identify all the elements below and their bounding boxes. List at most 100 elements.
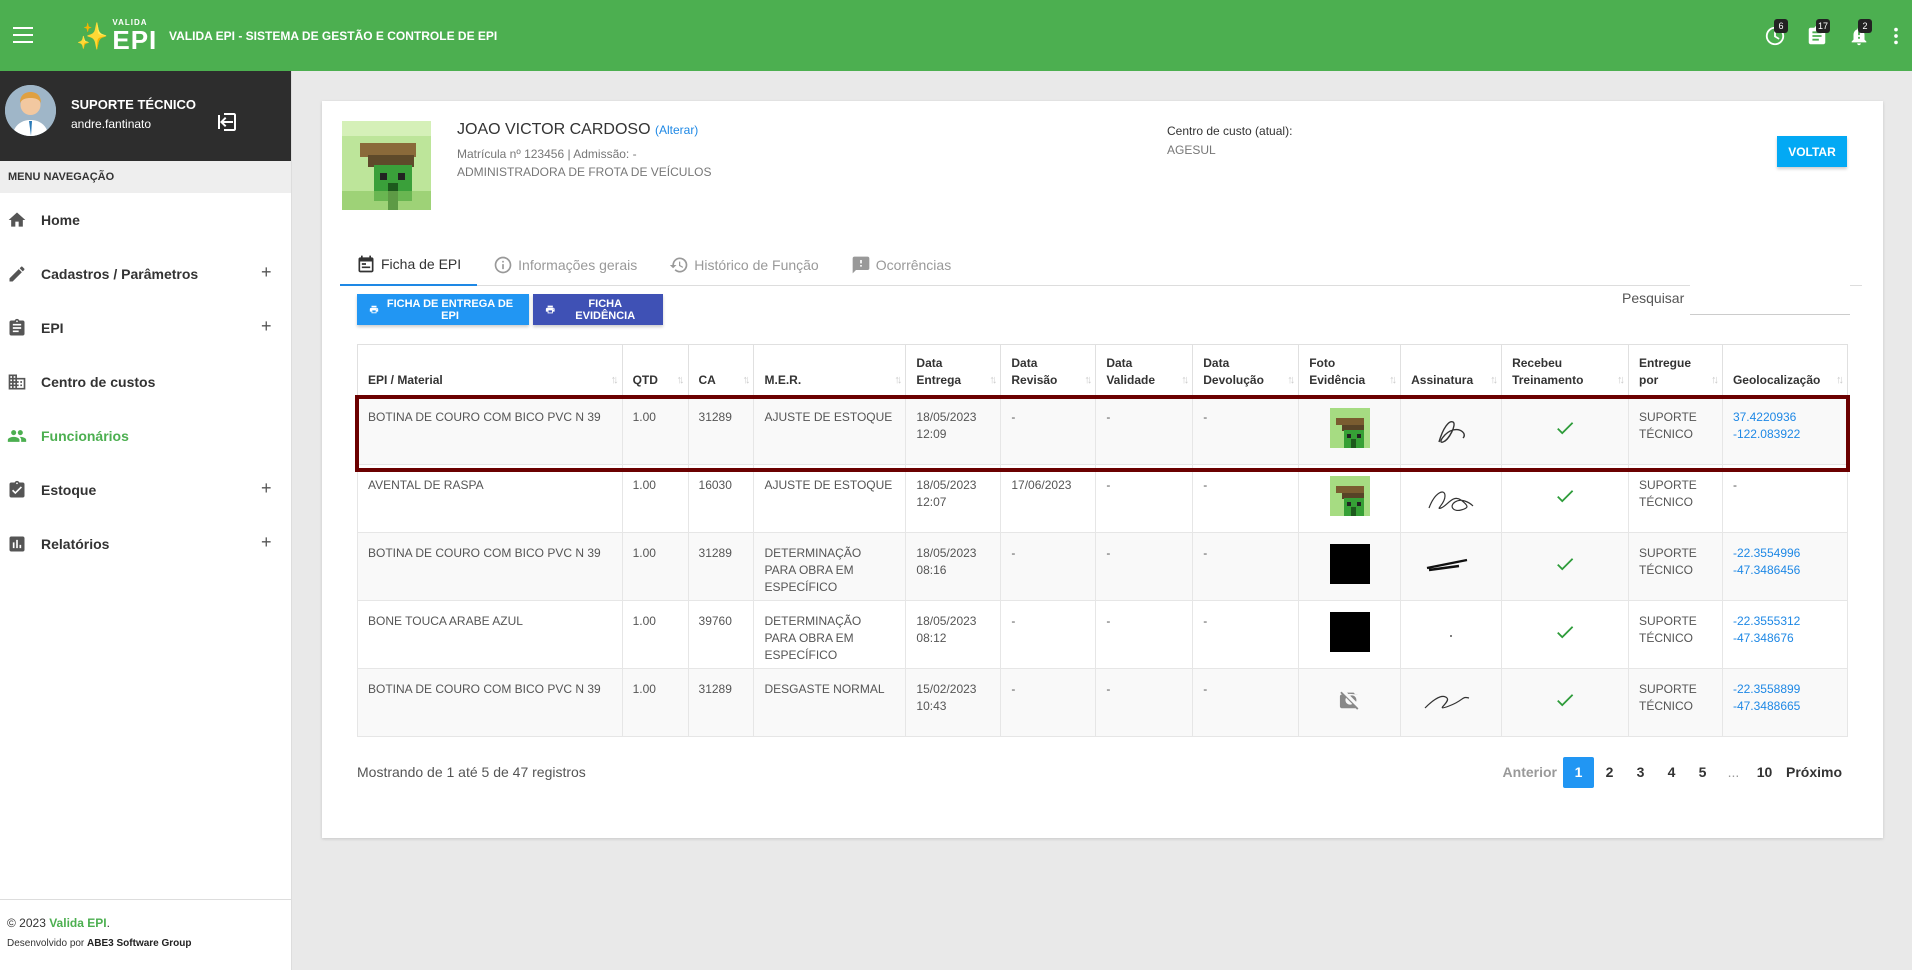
table-row[interactable]: BOTINA DE COURO COM BICO PVC N 39 1.00 312… (357, 532, 1849, 601)
sidebar-item-estoque[interactable]: Estoque + (0, 463, 291, 517)
employee-photo (342, 121, 431, 210)
column-header[interactable]: Recebeu Treinamento ↑↓ (1501, 344, 1629, 397)
cell-validity-date-text: - (1106, 682, 1111, 696)
column-header[interactable]: Data Validade ↑↓ (1095, 344, 1194, 397)
sidebar-item-home[interactable]: Home (0, 193, 291, 247)
print-icon (545, 305, 555, 314)
sort-arrows-icon: ↑↓ (1490, 374, 1498, 386)
check-icon (1554, 626, 1576, 646)
pagination-page[interactable]: 5 (1698, 764, 1707, 780)
column-header-label: Recebeu Treinamento (1512, 356, 1584, 387)
more-options-button[interactable] (1880, 15, 1912, 57)
sidebar-item-cadastros-par-metros[interactable]: Cadastros / Parâmetros + (0, 247, 291, 301)
sort-arrows-icon: ↑↓ (742, 374, 750, 386)
pagination-previous[interactable]: Anterior (1502, 764, 1557, 780)
app-logo[interactable]: ✨ VALIDA EPI (76, 18, 157, 54)
cell-mer: DETERMINAÇÃO PARA OBRA EM ESPECÍFICO (753, 532, 907, 601)
tab-1[interactable]: Informações gerais (477, 244, 653, 286)
sidebar-item-centro-de-custos[interactable]: Centro de custos (0, 355, 291, 409)
cell-qtd: 1.00 (621, 396, 689, 465)
menu-toggle-icon[interactable] (13, 27, 33, 43)
column-header[interactable]: Data Revisão ↑↓ (1000, 344, 1097, 397)
column-header[interactable]: Geolocalização ↑↓ (1721, 344, 1849, 397)
pagination-page[interactable]: 3 (1636, 764, 1645, 780)
table-row[interactable]: BONE TOUCA ARABE AZUL 1.00 39760 DETERMINAÇ… (357, 600, 1849, 669)
tasks-button[interactable]: 17 (1796, 15, 1838, 57)
column-header-label: Entregue por (1639, 356, 1692, 387)
pagination-page[interactable]: 2 (1605, 764, 1614, 780)
logout-icon[interactable] (214, 110, 240, 134)
table-row[interactable]: BOTINA DE COURO COM BICO PVC N 39 1.00 312… (357, 396, 1849, 465)
change-employee-link[interactable]: (Alterar) (654, 123, 699, 137)
latitude-text: -22.3555312 (1732, 614, 1801, 628)
tab-2[interactable]: Histórico de Função (653, 244, 835, 286)
column-header[interactable]: EPI / Material ↑↓ (357, 344, 623, 397)
evidence-sheet-button[interactable]: FICHA EVIDÊNCIA (533, 294, 663, 325)
cell-signature (1400, 464, 1503, 533)
signature-image[interactable] (1419, 491, 1483, 521)
signature-image[interactable] (1419, 695, 1483, 725)
footer-brand-link[interactable]: Valida EPI (49, 916, 107, 930)
column-header[interactable]: Data Entrega ↑↓ (905, 344, 1002, 397)
geolocation-link[interactable]: -22.3554996 -47.3486456 (1733, 545, 1837, 579)
expand-plus-icon[interactable]: + (261, 262, 272, 282)
expand-plus-icon[interactable]: + (261, 478, 272, 498)
pagination-page[interactable]: 10 (1756, 764, 1773, 780)
column-header[interactable]: Assinatura ↑↓ (1400, 344, 1503, 397)
signature-image[interactable] (1419, 421, 1483, 453)
geolocation-link[interactable]: -22.3558899 -47.3488665 (1733, 681, 1837, 715)
sidebar-item-relat-rios[interactable]: Relatórios + (0, 517, 291, 571)
cell-mer-text: AJUSTE DE ESTOQUE (764, 410, 893, 424)
column-header[interactable]: Entregue por ↑↓ (1628, 344, 1723, 397)
signature-image[interactable] (1419, 635, 1483, 657)
cell-return-date-text: - (1203, 410, 1208, 424)
sidebar-item-epi[interactable]: EPI + (0, 301, 291, 355)
evidence-photo[interactable] (1329, 544, 1370, 584)
cell-material-text: AVENTAL DE RASPA (368, 478, 484, 492)
pagination-page[interactable]: 4 (1667, 764, 1676, 780)
building-icon-wrap (7, 372, 27, 392)
geolocation-link[interactable]: 37.4220936 -122.083922 (1733, 409, 1837, 443)
expand-plus-icon[interactable]: + (261, 532, 272, 552)
employee-photo-image (342, 121, 431, 210)
table-header-row: EPI / Material ↑↓ QTD ↑↓ CA ↑↓ M.E.R. ↑↓ Data En… (357, 344, 1849, 397)
sidebar-item-funcion-rios[interactable]: Funcionários (0, 409, 291, 463)
column-header[interactable]: Foto Evidência ↑↓ (1298, 344, 1402, 397)
tab-label: Ficha de EPI (381, 256, 462, 272)
expand-plus-icon[interactable]: + (261, 316, 272, 336)
tab-0[interactable]: Ficha de EPI (340, 244, 478, 286)
pagination-page[interactable]: 1 (1562, 757, 1594, 788)
history-button[interactable]: 6 (1754, 15, 1796, 57)
history-badge: 6 (1774, 18, 1788, 33)
cell-qtd: 1.00 (621, 600, 689, 669)
signature-image[interactable] (1419, 558, 1483, 589)
tab-3[interactable]: Ocorrências (835, 244, 967, 286)
table-row[interactable]: BOTINA DE COURO COM BICO PVC N 39 1.00 312… (357, 668, 1849, 737)
evidence-photo[interactable] (1329, 408, 1370, 448)
back-button[interactable]: VOLTAR (1777, 136, 1847, 167)
cell-material: BONE TOUCA ARABE AZUL (357, 600, 623, 669)
longitude-text: -122.083922 (1732, 427, 1801, 441)
column-header[interactable]: M.E.R. ↑↓ (753, 344, 907, 397)
pagination-next[interactable]: Próximo (1785, 764, 1842, 780)
table-row[interactable]: AVENTAL DE RASPA 1.00 16030 AJUSTE DE ESTOQ… (357, 464, 1849, 533)
column-header[interactable]: QTD ↑↓ (621, 344, 689, 397)
alerts-button[interactable]: 2 (1838, 15, 1880, 57)
column-header-label: CA (698, 373, 716, 387)
sidebar-item-label: Funcionários (41, 428, 129, 444)
column-header[interactable]: CA ↑↓ (687, 344, 755, 397)
people-icon-wrap (7, 426, 27, 446)
cell-material: BOTINA DE COURO COM BICO PVC N 39 (357, 396, 623, 465)
search-input[interactable] (1690, 283, 1850, 315)
cell-return-date-text: - (1203, 478, 1208, 492)
geolocation-link[interactable]: -22.3555312 -47.348676 (1733, 613, 1837, 647)
evidence-photo[interactable] (1329, 476, 1370, 516)
sort-arrows-icon: ↑↓ (1617, 374, 1625, 386)
tab-label: Histórico de Função (694, 257, 819, 273)
column-header[interactable]: Data Devolução ↑↓ (1192, 344, 1300, 397)
clipboard-check-icon (9, 480, 25, 498)
delivery-sheet-button[interactable]: FICHA DE ENTREGA DE EPI (357, 294, 529, 325)
epi-table: EPI / Material ↑↓ QTD ↑↓ CA ↑↓ M.E.R. ↑↓ Data En… (357, 344, 1849, 737)
evidence-sheet-label: FICHA EVIDÊNCIA (575, 297, 636, 322)
evidence-photo[interactable] (1329, 612, 1370, 652)
